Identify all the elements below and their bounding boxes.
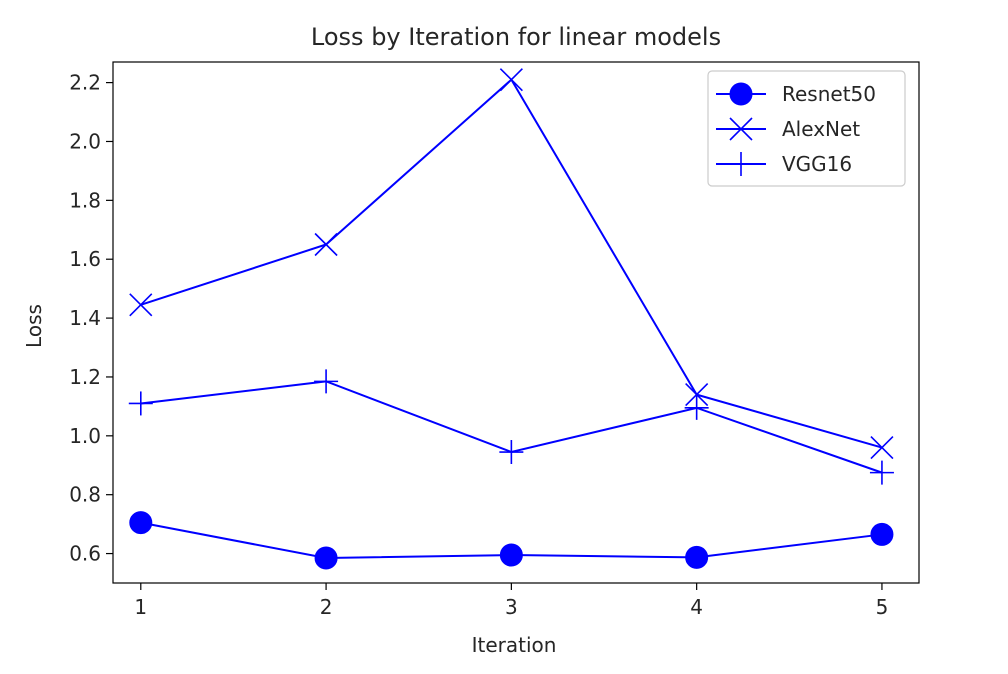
data-point-alexnet xyxy=(129,293,153,317)
data-point-resnet50 xyxy=(129,511,153,535)
data-point-vgg16 xyxy=(499,440,524,465)
legend-label: AlexNet xyxy=(782,117,860,141)
data-point-vgg16 xyxy=(869,460,894,485)
data-point-resnet50 xyxy=(314,546,338,570)
x-axis-label: Iteration xyxy=(472,633,557,657)
data-point-alexnet xyxy=(870,436,894,460)
legend-entry-vgg16: VGG16 xyxy=(716,152,852,176)
legend-entry-resnet50: Resnet50 xyxy=(716,82,876,106)
data-point-vgg16 xyxy=(314,369,339,394)
y-tick-label: 2.2 xyxy=(69,71,101,95)
x-marker-stroke xyxy=(314,232,338,257)
y-tick-label: 1.6 xyxy=(69,247,101,271)
x-tick-label: 1 xyxy=(134,595,147,619)
x-marker-stroke xyxy=(729,117,753,141)
x-tick-label: 3 xyxy=(505,595,518,619)
y-tick-label: 0.6 xyxy=(69,542,101,566)
x-marker-stroke xyxy=(499,68,523,92)
x-marker-stroke xyxy=(129,293,153,317)
legend-box xyxy=(707,70,906,187)
legend: Resnet50 AlexNet VGG16 xyxy=(707,70,906,187)
series-layer xyxy=(128,68,894,570)
data-point-vgg16 xyxy=(684,395,709,420)
x-marker-stroke xyxy=(870,436,894,460)
data-point-alexnet xyxy=(499,68,523,92)
plot-area xyxy=(112,61,920,584)
data-point-vgg16 xyxy=(128,391,153,416)
y-tick-label: 1.4 xyxy=(69,306,101,330)
y-tick-label: 1.0 xyxy=(69,424,101,448)
data-point-resnet50 xyxy=(685,545,709,569)
x-axis: 1 2 3 4 5 xyxy=(134,583,888,619)
x-tick-label: 4 xyxy=(690,595,703,619)
legend-label: VGG16 xyxy=(782,152,852,176)
legend-entry-alexnet: AlexNet xyxy=(716,117,860,141)
data-point-alexnet xyxy=(685,383,709,407)
plot-frame xyxy=(112,61,920,584)
chart-title: Loss by Iteration for linear models xyxy=(311,23,721,51)
data-point-resnet50 xyxy=(499,543,523,567)
y-axis: 0.6 0.8 1.0 1.2 1.4 1.6 1.8 2.0 2.2 xyxy=(69,71,113,566)
series-resnet50 xyxy=(129,511,894,570)
legend-marker-alexnet xyxy=(729,117,753,141)
y-axis-label: Loss xyxy=(22,304,46,348)
legend-marker-resnet50 xyxy=(729,82,753,106)
legend-label: Resnet50 xyxy=(782,82,876,106)
series-vgg16 xyxy=(128,369,894,485)
data-point-resnet50 xyxy=(870,522,894,546)
y-tick-label: 1.2 xyxy=(69,365,101,389)
x-tick-label: 5 xyxy=(876,595,889,619)
y-tick-label: 2.0 xyxy=(69,129,101,153)
y-tick-label: 1.8 xyxy=(69,188,101,212)
legend-marker-vgg16 xyxy=(729,152,753,176)
series-alexnet xyxy=(129,68,894,460)
x-tick-label: 2 xyxy=(320,595,333,619)
x-marker-stroke xyxy=(685,383,709,407)
y-tick-label: 0.8 xyxy=(69,483,101,507)
data-point-alexnet xyxy=(314,232,338,257)
